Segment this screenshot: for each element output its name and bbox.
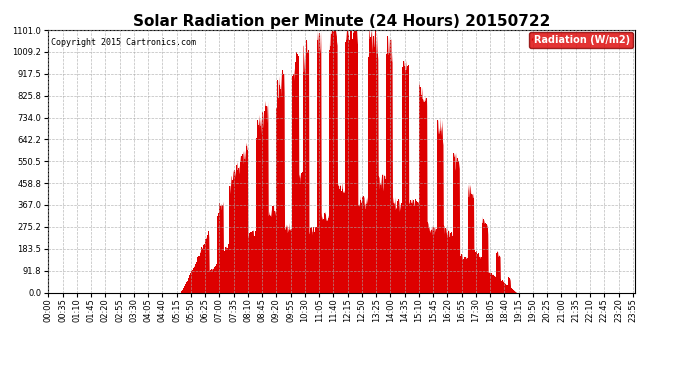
Text: Copyright 2015 Cartronics.com: Copyright 2015 Cartronics.com	[51, 38, 196, 47]
Legend: Radiation (W/m2): Radiation (W/m2)	[529, 32, 633, 48]
Title: Solar Radiation per Minute (24 Hours) 20150722: Solar Radiation per Minute (24 Hours) 20…	[133, 14, 550, 29]
